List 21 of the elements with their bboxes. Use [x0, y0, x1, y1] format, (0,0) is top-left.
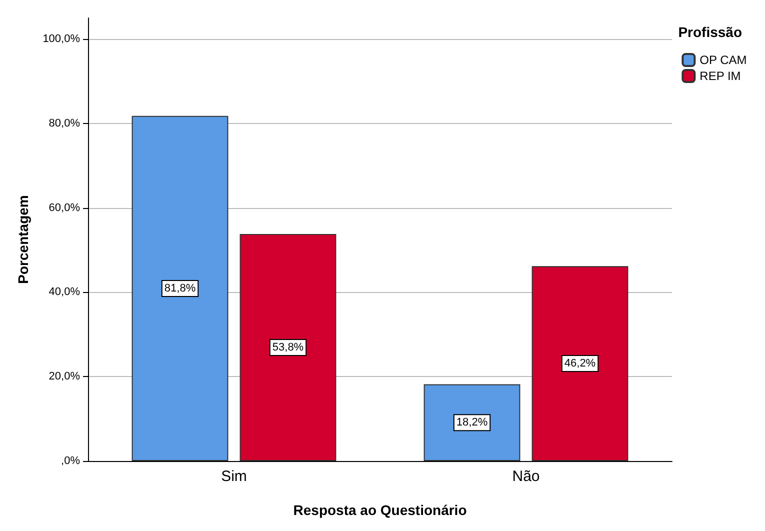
data-label: 81,8%: [164, 282, 196, 294]
data-label: 18,2%: [456, 416, 488, 429]
x-axis-title: Resposta ao Questionário: [293, 502, 467, 518]
bar: [240, 234, 336, 461]
y-tick-label: 40,0%: [48, 286, 80, 298]
y-tick-label: 60,0%: [48, 202, 80, 214]
legend-label: REP IM: [700, 69, 741, 83]
data-label: 46,2%: [564, 358, 596, 370]
bar: [424, 384, 520, 461]
bar: [132, 116, 228, 461]
legend-label: OP CAM: [700, 53, 747, 67]
y-axis-title: Porcentagem: [15, 195, 31, 284]
x-tick-label: Sim: [221, 468, 247, 485]
y-tick-label: 80,0%: [48, 117, 80, 130]
y-tick-label: 20,0%: [48, 370, 80, 383]
x-tick-label: Não: [512, 468, 540, 485]
bar: [532, 266, 628, 461]
y-tick-label: 100,0%: [42, 33, 80, 46]
y-tick-label: ,0%: [61, 455, 80, 467]
legend-title: Profissão: [678, 24, 742, 40]
data-label: 53,8%: [272, 342, 304, 354]
